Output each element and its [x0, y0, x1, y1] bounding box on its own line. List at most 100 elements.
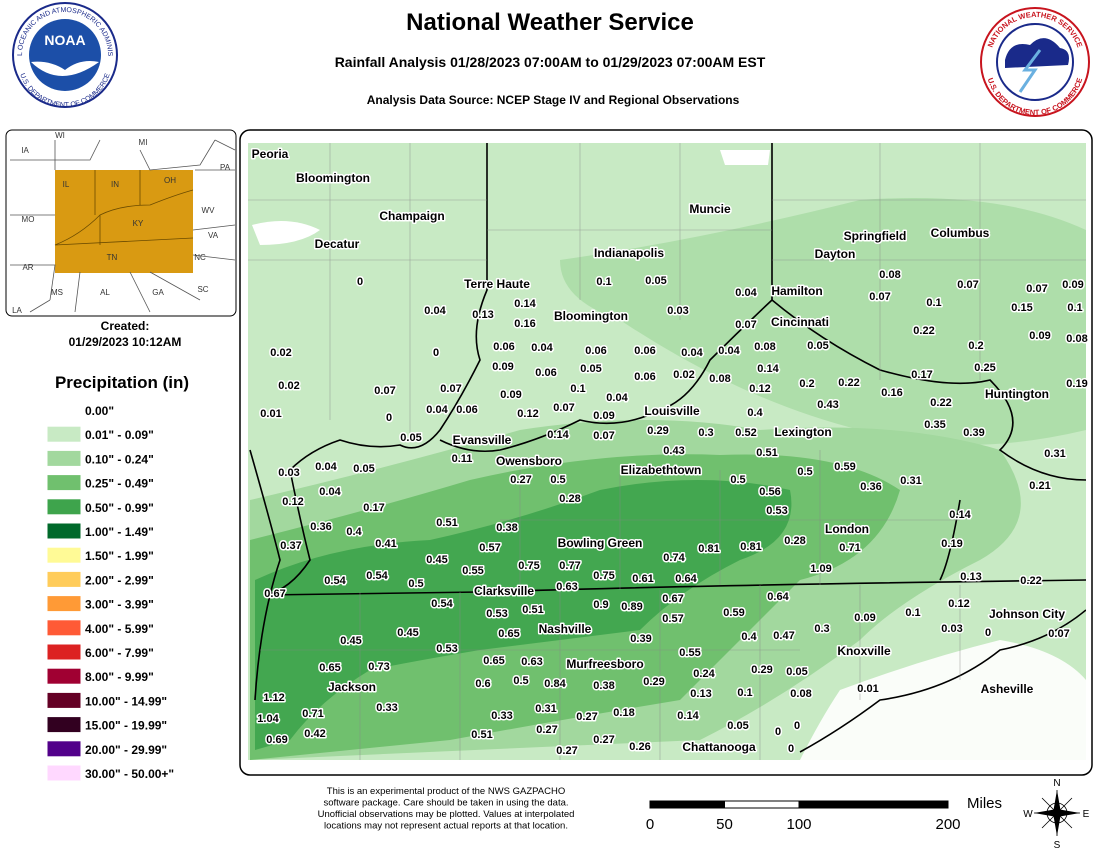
observation-value: 0.33	[491, 710, 512, 722]
observation-value: 0.63	[556, 581, 577, 593]
observation-value: 0.27	[536, 724, 557, 736]
legend: 0.00" 0.01" - 0.09" 0.10" - 0.24" 0.25" - 0…	[47, 403, 174, 781]
observation-value: 0.4	[346, 526, 362, 538]
city-label: Lexington	[774, 425, 831, 439]
observation-value: 0.22	[913, 325, 934, 337]
city-label: Peoria	[252, 147, 289, 161]
state-label: MS	[51, 288, 63, 297]
observation-value: 0.05	[786, 666, 807, 678]
observation-value: 0.06	[456, 404, 477, 416]
observation-value: 0.09	[1062, 279, 1083, 291]
observation-value: 0.2	[968, 340, 983, 352]
source: Analysis Data Source: NCEP Stage IV and …	[367, 93, 740, 107]
observation-value: 0.19	[941, 538, 962, 550]
observation-value: 0.27	[510, 474, 531, 486]
legend-label: 3.00" - 3.99"	[85, 598, 154, 612]
observation-value: 0.59	[834, 461, 855, 473]
observation-value: 0.03	[278, 467, 299, 479]
legend-swatch	[47, 717, 81, 733]
observation-value: 0.09	[1029, 330, 1050, 342]
observation-value: 0.16	[514, 318, 535, 330]
observation-value: 0.28	[559, 493, 580, 505]
city-label: Columbus	[931, 226, 990, 240]
observation-value: 0.08	[1066, 333, 1087, 345]
compass-e: E	[1083, 809, 1090, 820]
observation-value: 0.31	[535, 703, 556, 715]
city-label: Johnson City	[989, 607, 1065, 621]
city-label: Muncie	[689, 202, 731, 216]
observation-value: 0.41	[375, 538, 396, 550]
observation-value: 0.55	[462, 565, 483, 577]
city-label: Clarksville	[474, 584, 534, 598]
observation-value: 0.09	[500, 389, 521, 401]
observation-value: 0.02	[673, 369, 694, 381]
legend-swatch	[47, 523, 81, 539]
logo-name: NOAA	[44, 32, 85, 48]
observation-value: 0.27	[576, 711, 597, 723]
city-label: Hamilton	[771, 284, 822, 298]
observation-value: 0.43	[817, 399, 838, 411]
scale-tick-label: 50	[716, 816, 733, 833]
city-label: Cincinnati	[771, 315, 829, 329]
observation-value: 0.07	[1048, 628, 1069, 640]
observation-value: 0.5	[513, 675, 528, 687]
legend-swatch	[47, 644, 81, 660]
legend-label: 15.00" - 19.99"	[85, 719, 167, 733]
state-label: IN	[111, 180, 119, 189]
observation-value: 0.07	[735, 319, 756, 331]
observation-value: 0.3	[698, 427, 713, 439]
observation-value: 0.1	[926, 297, 941, 309]
observation-value: 0.39	[630, 633, 651, 645]
disclaimer-line: locations may not represent actual repor…	[324, 821, 568, 832]
observation-value: 0.03	[941, 623, 962, 635]
observation-value: 0.31	[900, 475, 921, 487]
observation-value: 0.08	[754, 341, 775, 353]
observation-value: 0.75	[518, 560, 539, 572]
city-label: Champaign	[379, 209, 444, 223]
observation-value: 0.53	[766, 505, 787, 517]
legend-swatch	[47, 547, 81, 563]
observation-value: 0.37	[280, 540, 301, 552]
observation-value: 0.1	[1067, 302, 1082, 314]
disclaimer-line: software package. Care should be taken i…	[323, 798, 568, 809]
legend-swatch	[48, 403, 80, 417]
observation-value: 0.36	[860, 481, 881, 493]
state-label: MI	[139, 138, 148, 147]
observation-value: 0.5	[550, 474, 565, 486]
city-label: Huntington	[985, 387, 1049, 401]
city-label: Jackson	[328, 680, 376, 694]
city-label: Murfreesboro	[566, 657, 643, 671]
observation-value: 0.09	[854, 612, 875, 624]
legend-label: 0.10" - 0.24"	[85, 452, 154, 466]
observation-value: 0.22	[930, 397, 951, 409]
observation-value: 0.08	[709, 373, 730, 385]
observation-value: 0.65	[498, 628, 519, 640]
observation-value: 0.09	[593, 410, 614, 422]
observation-value: 0.06	[493, 341, 514, 353]
observation-value: 0.1	[596, 276, 611, 288]
state-label: IL	[63, 180, 70, 189]
legend-swatch	[47, 668, 81, 684]
scale-tick-label: 0	[646, 816, 654, 833]
city-label: Knoxville	[837, 644, 891, 658]
observation-value: 0.13	[690, 688, 711, 700]
legend-label: 2.00" - 2.99"	[85, 573, 154, 587]
state-label: TN	[107, 253, 118, 262]
city-label: Terre Haute	[464, 277, 530, 291]
observation-value: 0.67	[662, 593, 683, 605]
legend-label: 0.50" - 0.99"	[85, 501, 154, 515]
observation-value: 0.12	[749, 383, 770, 395]
state-label: LA	[12, 306, 22, 315]
observation-value: 0.64	[767, 591, 789, 603]
observation-value: 0.05	[727, 720, 748, 732]
observation-value: 0.53	[436, 643, 457, 655]
inset-map: WI MI IA IL IN OH PA WV MO KY VA AR TN NC MS AL GA SC LA	[5, 129, 237, 317]
observation-value: 0.42	[304, 728, 325, 740]
legend-swatch	[47, 571, 81, 587]
state-label: AL	[100, 288, 110, 297]
observation-value: 0.3	[814, 623, 829, 635]
observation-value: 0.45	[397, 627, 418, 639]
scale-tick-label: 200	[935, 816, 960, 833]
